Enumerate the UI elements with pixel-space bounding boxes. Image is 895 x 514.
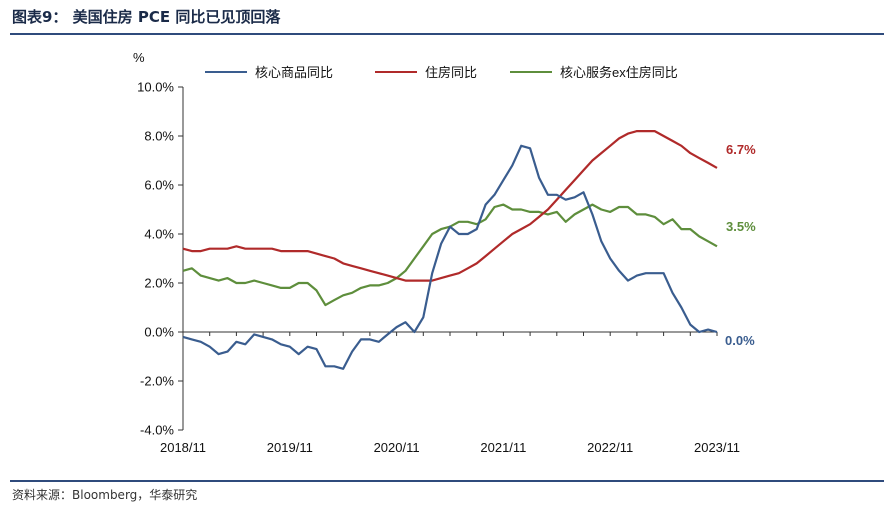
y-tick-label: 6.0%: [144, 178, 174, 193]
source-note: 资料来源：Bloomberg，华泰研究: [12, 488, 198, 502]
x-tick-label: 2022/11: [587, 440, 633, 455]
legend-label: 核心商品同比: [255, 65, 333, 80]
x-tick-label: 2019/11: [267, 440, 313, 455]
figure-title: 图表9： 美国住房 PCE 同比已见顶回落: [12, 8, 281, 26]
y-tick-label: 0.0%: [144, 325, 174, 340]
x-tick-label: 2020/11: [374, 440, 420, 455]
y-tick-label: 4.0%: [144, 227, 174, 242]
y-axis-unit-label: %: [133, 50, 145, 65]
title-rule: [10, 33, 884, 35]
end-value-label: 0.0%: [725, 333, 755, 348]
legend-label: 核心服务ex住房同比: [560, 65, 678, 80]
end-value-label: 3.5%: [726, 219, 756, 234]
end-value-label: 6.7%: [726, 142, 756, 157]
series-line: [182, 203, 718, 307]
x-tick-label: 2021/11: [480, 440, 526, 455]
y-tick-label: -4.0%: [140, 423, 174, 438]
y-tick-label: 10.0%: [137, 80, 174, 95]
series-line: [182, 144, 718, 370]
y-tick-label: 8.0%: [144, 129, 174, 144]
x-tick-label: 2018/11: [160, 440, 206, 455]
line-chart: -4.0% -2.0% 0.0% 2.0% 4.0% 6.0% 8.0% 10.0%% 2018…: [133, 50, 756, 455]
y-tick-label: -2.0%: [140, 374, 174, 389]
footer-rule: [10, 480, 884, 482]
series-lines: [182, 130, 718, 370]
end-labels: 0.0% 6.7% 3.5%: [725, 142, 756, 348]
y-tick-label: 2.0%: [144, 276, 174, 291]
axes: -4.0% -2.0% 0.0% 2.0% 4.0% 6.0% 8.0% 10.0%% 2018…: [133, 50, 740, 455]
legend-label: 住房同比: [425, 65, 477, 80]
x-tick-label: 2023/11: [694, 440, 740, 455]
series-line: [182, 130, 718, 282]
legend: 核心商品同比 住房同比 核心服务ex住房同比: [205, 65, 678, 80]
